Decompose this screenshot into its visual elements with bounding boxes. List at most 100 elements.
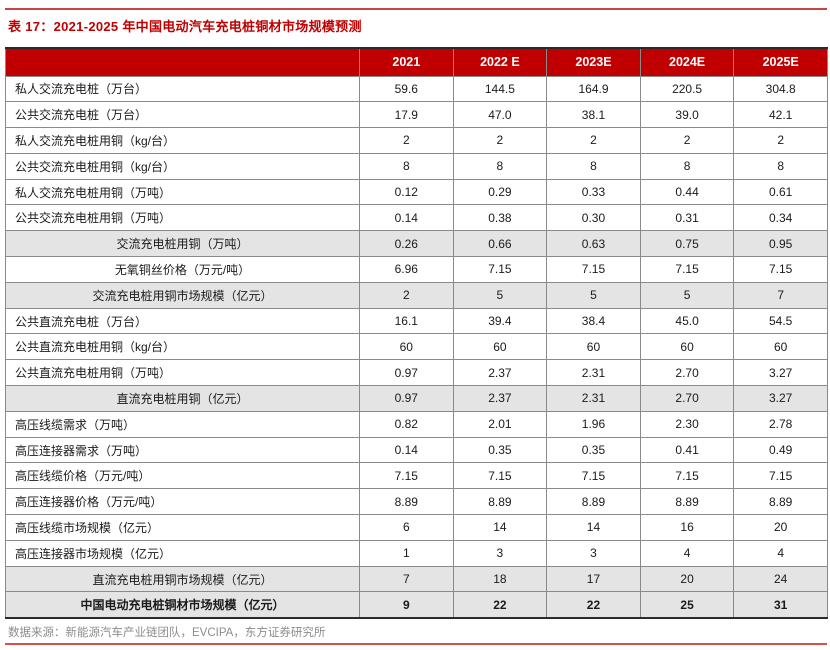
row-label: 交流充电桩用铜（万吨） xyxy=(5,230,360,258)
cell-value: 2.70 xyxy=(639,385,735,412)
top-divider-rule xyxy=(5,8,827,10)
cell-value: 8 xyxy=(546,152,641,180)
cell-value: 0.97 xyxy=(359,385,454,412)
cell-value: 16.1 xyxy=(359,307,454,335)
table-row: 公共交流充电桩（万台） 17.9 47.0 38.1 39.0 42.1 xyxy=(5,101,828,129)
cell-value: 7 xyxy=(359,565,454,593)
cell-value: 8.89 xyxy=(733,488,828,516)
cell-value: 45.0 xyxy=(639,307,735,335)
data-source-note: 数据来源：新能源汽车产业链团队，EVCIPA，东方证券研究所 xyxy=(8,627,326,639)
table-row: 直流充电桩用铜（亿元） 0.97 2.37 2.31 2.70 3.27 xyxy=(5,385,828,412)
cell-value: 2 xyxy=(639,127,735,154)
cell-value: 9 xyxy=(359,591,454,619)
cell-value: 0.14 xyxy=(359,436,454,464)
table-row: 中国电动充电桩铜材市场规模（亿元） 9 22 22 25 31 xyxy=(5,591,828,619)
table-row: 公共交流充电桩用铜（kg/台） 8 8 8 8 8 xyxy=(5,152,828,180)
row-label: 高压线缆市场规模（亿元） xyxy=(5,514,360,541)
year-column-header: 2024E xyxy=(639,47,735,77)
cell-value: 0.29 xyxy=(452,178,548,206)
cell-value: 7.15 xyxy=(452,256,548,283)
cell-value: 2 xyxy=(546,127,641,154)
cell-value: 20 xyxy=(639,565,735,593)
table-row: 私人交流充电桩用铜（万吨） 0.12 0.29 0.33 0.44 0.61 xyxy=(5,178,828,206)
cell-value: 0.66 xyxy=(452,230,548,258)
cell-value: 2 xyxy=(359,281,454,309)
table-row: 交流充电桩用铜（万吨） 0.26 0.66 0.63 0.75 0.95 xyxy=(5,230,828,258)
cell-value: 2.31 xyxy=(546,385,641,412)
cell-value: 0.34 xyxy=(733,204,828,232)
cell-value: 16 xyxy=(639,514,735,541)
cell-value: 6.96 xyxy=(359,256,454,283)
table-row: 高压线缆价格（万元/吨） 7.15 7.15 7.15 7.15 7.15 xyxy=(5,462,828,490)
cell-value: 0.61 xyxy=(733,178,828,206)
cell-value: 25 xyxy=(639,591,735,619)
cell-value: 0.44 xyxy=(639,178,735,206)
cell-value: 8.89 xyxy=(639,488,735,516)
cell-value: 22 xyxy=(546,591,641,619)
cell-value: 144.5 xyxy=(452,75,548,103)
row-label: 高压线缆价格（万元/吨） xyxy=(5,462,360,490)
table-row: 公共交流充电桩用铜（万吨） 0.14 0.38 0.30 0.31 0.34 xyxy=(5,204,828,232)
cell-value: 220.5 xyxy=(639,75,735,103)
table-row: 高压线缆市场规模（亿元） 6 14 14 16 20 xyxy=(5,514,828,541)
cell-value: 0.38 xyxy=(452,204,548,232)
cell-value: 0.49 xyxy=(733,436,828,464)
cell-value: 7.15 xyxy=(546,256,641,283)
forecast-table: 2021 2022 E 2023E 2024E 2025E 私人交流充电桩（万台） 59.… xyxy=(5,47,828,619)
cell-value: 6 xyxy=(359,514,454,541)
cell-value: 0.41 xyxy=(639,436,735,464)
cell-value: 22 xyxy=(452,591,548,619)
cell-value: 7.15 xyxy=(452,462,548,490)
cell-value: 0.30 xyxy=(546,204,641,232)
cell-value: 0.95 xyxy=(733,230,828,258)
year-column-header: 2022 E xyxy=(452,47,548,77)
cell-value: 1 xyxy=(359,539,454,567)
cell-value: 0.82 xyxy=(359,410,454,438)
cell-value: 39.0 xyxy=(639,101,735,129)
cell-value: 5 xyxy=(639,281,735,309)
row-label: 私人交流充电桩用铜（kg/台） xyxy=(5,127,360,154)
cell-value: 18 xyxy=(452,565,548,593)
row-label: 高压连接器市场规模（亿元） xyxy=(5,539,360,567)
cell-value: 2.37 xyxy=(452,359,548,387)
table-row: 私人交流充电桩用铜（kg/台） 2 2 2 2 2 xyxy=(5,127,828,154)
cell-value: 2.01 xyxy=(452,410,548,438)
cell-value: 60 xyxy=(733,333,828,361)
cell-value: 7.15 xyxy=(639,462,735,490)
cell-value: 38.1 xyxy=(546,101,641,129)
cell-value: 3.27 xyxy=(733,359,828,387)
year-column-header: 2025E xyxy=(733,47,828,77)
cell-value: 2.78 xyxy=(733,410,828,438)
cell-value: 3 xyxy=(546,539,641,567)
cell-value: 2 xyxy=(359,127,454,154)
cell-value: 54.5 xyxy=(733,307,828,335)
table-row: 公共直流充电桩用铜（万吨） 0.97 2.37 2.31 2.70 3.27 xyxy=(5,359,828,387)
cell-value: 3.27 xyxy=(733,385,828,412)
cell-value: 60 xyxy=(546,333,641,361)
cell-value: 31 xyxy=(733,591,828,619)
cell-value: 5 xyxy=(452,281,548,309)
cell-value: 7 xyxy=(733,281,828,309)
year-column-header: 2021 xyxy=(359,47,454,77)
cell-value: 3 xyxy=(452,539,548,567)
cell-value: 20 xyxy=(733,514,828,541)
cell-value: 2.30 xyxy=(639,410,735,438)
bottom-divider-rule xyxy=(5,643,827,645)
row-label: 交流充电桩用铜市场规模（亿元） xyxy=(5,281,360,309)
row-label: 高压线缆需求（万吨） xyxy=(5,410,360,438)
table-row: 高压连接器价格（万元/吨） 8.89 8.89 8.89 8.89 8.89 xyxy=(5,488,828,516)
row-label-header xyxy=(5,47,360,77)
cell-value: 8.89 xyxy=(546,488,641,516)
table-row: 公共直流充电桩（万台） 16.1 39.4 38.4 45.0 54.5 xyxy=(5,307,828,335)
table-row: 无氧铜丝价格（万元/吨） 6.96 7.15 7.15 7.15 7.15 xyxy=(5,256,828,283)
page-title: 表 17：2021-2025 年中国电动汽车充电桩铜材市场规模预测 xyxy=(8,19,362,34)
cell-value: 7.15 xyxy=(546,462,641,490)
cell-value: 0.35 xyxy=(546,436,641,464)
cell-value: 5 xyxy=(546,281,641,309)
year-column-header: 2023E xyxy=(546,47,641,77)
cell-value: 4 xyxy=(639,539,735,567)
cell-value: 0.31 xyxy=(639,204,735,232)
table-row: 高压连接器市场规模（亿元） 1 3 3 4 4 xyxy=(5,539,828,567)
row-label: 直流充电桩用铜（亿元） xyxy=(5,385,360,412)
